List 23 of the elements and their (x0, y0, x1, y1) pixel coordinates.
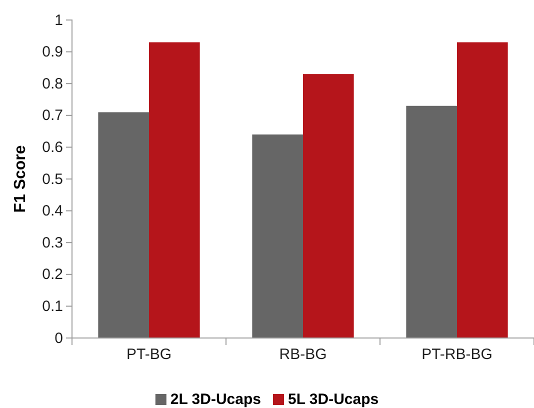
y-tick-label: 0.7 (42, 107, 63, 124)
x-tick-label: RB-BG (279, 346, 327, 363)
bar (149, 42, 200, 338)
bar (98, 112, 149, 338)
y-tick-label: 0.8 (42, 75, 63, 92)
y-tick-label: 0.2 (42, 266, 63, 284)
bar (457, 42, 508, 338)
legend-label: 2L 3D-Ucaps (170, 391, 261, 408)
bar (406, 106, 457, 338)
y-tick-label: 1 (54, 12, 63, 29)
y-tick-label: 0.4 (42, 202, 63, 220)
y-tick-label: 0.5 (42, 170, 63, 188)
y-axis-title: F1 Score (12, 145, 29, 213)
y-tick-label: 0.3 (42, 234, 63, 252)
x-tick-label: PT-RB-BG (422, 346, 492, 363)
legend-label: 5L 3D-Ucaps (288, 391, 379, 408)
y-tick-label: 0.9 (42, 44, 63, 61)
y-tick-label: 0.1 (42, 298, 63, 315)
y-tick-label: 0 (54, 330, 63, 347)
bar (252, 134, 303, 338)
x-tick-label: PT-BG (126, 346, 172, 363)
bar (303, 74, 354, 338)
y-tick-label: 0.6 (42, 139, 63, 156)
